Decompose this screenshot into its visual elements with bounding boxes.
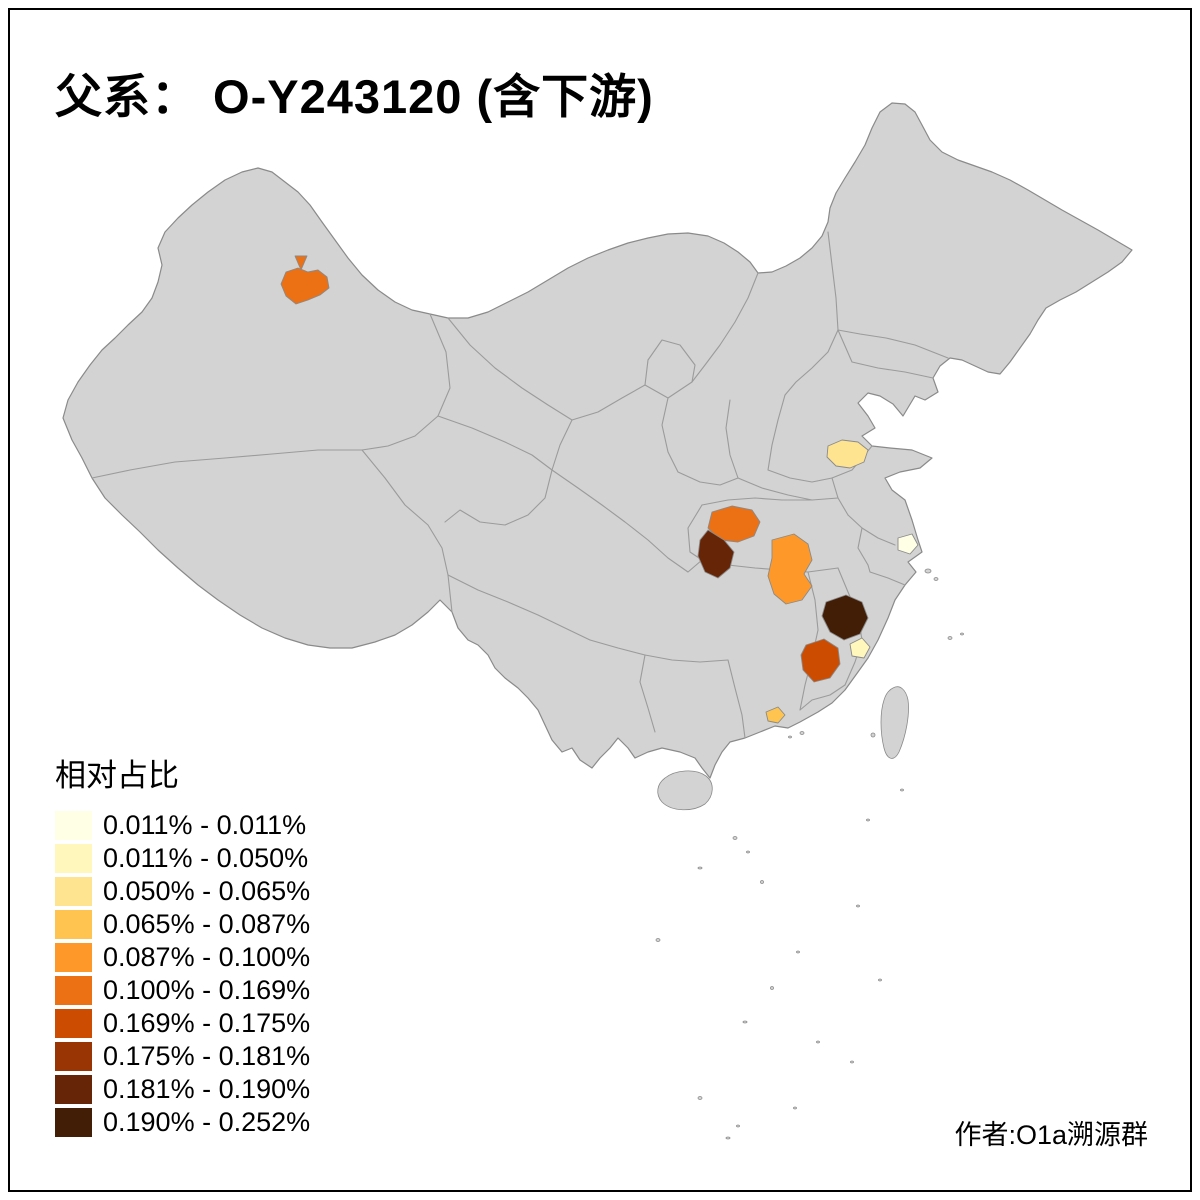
region-jiangxi-south-fujian-west	[800, 638, 841, 683]
legend-item: 0.050% - 0.065%	[55, 876, 311, 906]
legend-swatch	[55, 1108, 92, 1137]
legend: 相对占比 0.011% - 0.011% 0.011% - 0.050% 0.0…	[55, 750, 310, 1141]
legend-swatch	[55, 943, 92, 972]
legend-item-label: 0.087% - 0.100%	[103, 942, 311, 972]
legend-swatch	[55, 844, 92, 873]
legend-item-label: 0.100% - 0.169%	[103, 975, 311, 1005]
legend-item-label: 0.190% - 0.252%	[103, 1107, 311, 1137]
highlighted-regions	[280, 255, 919, 724]
legend-item: 0.011% - 0.050%	[55, 843, 310, 873]
region-shandong-west	[826, 439, 869, 469]
hainan-island	[657, 770, 713, 811]
attribution: 作者:O1a溯源群	[954, 1120, 1148, 1150]
region-xinjiang-central	[280, 267, 330, 305]
legend-swatch	[55, 877, 92, 906]
legend-item: 0.190% - 0.252%	[55, 1107, 311, 1137]
region-guangdong-north-small	[765, 706, 786, 724]
legend-item: 0.181% - 0.190%	[55, 1074, 311, 1104]
legend-swatch	[55, 910, 92, 939]
legend-item-label: 0.181% - 0.190%	[103, 1074, 311, 1104]
china-mainland	[62, 102, 1133, 779]
legend-item: 0.175% - 0.181%	[55, 1041, 311, 1071]
region-shanghai-pale	[897, 533, 919, 555]
legend-item-label: 0.065% - 0.087%	[103, 909, 311, 939]
region-xinjiang-central-spur	[294, 255, 308, 271]
small-islands	[655, 568, 964, 1140]
region-fujian-coastal-pale	[849, 637, 871, 659]
legend-item: 0.087% - 0.100%	[55, 942, 311, 972]
legend-swatch	[55, 1042, 92, 1071]
legend-item: 0.065% - 0.087%	[55, 909, 311, 939]
region-hunan-north	[767, 533, 813, 605]
legend-title: 相对占比	[55, 758, 179, 793]
plot-title: 父系： O-Y243120 (含下游)	[55, 70, 654, 123]
region-chongqing-dark	[697, 529, 735, 579]
legend-item-label: 0.169% - 0.175%	[103, 1008, 311, 1038]
legend-swatch	[55, 976, 92, 1005]
region-jiangxi-northeast	[821, 594, 869, 641]
legend-item-label: 0.050% - 0.065%	[103, 876, 311, 906]
legend-item-label: 0.175% - 0.181%	[103, 1041, 311, 1071]
legend-item: 0.100% - 0.169%	[55, 975, 311, 1005]
taiwan-island	[880, 686, 909, 759]
legend-item-label: 0.011% - 0.011%	[103, 810, 307, 840]
legend-swatch	[55, 1009, 92, 1038]
legend-swatch	[55, 811, 92, 840]
legend-item: 0.011% - 0.011%	[55, 810, 310, 840]
legend-item: 0.169% - 0.175%	[55, 1008, 311, 1038]
legend-swatch	[55, 1075, 92, 1104]
legend-item-label: 0.011% - 0.050%	[103, 843, 309, 873]
